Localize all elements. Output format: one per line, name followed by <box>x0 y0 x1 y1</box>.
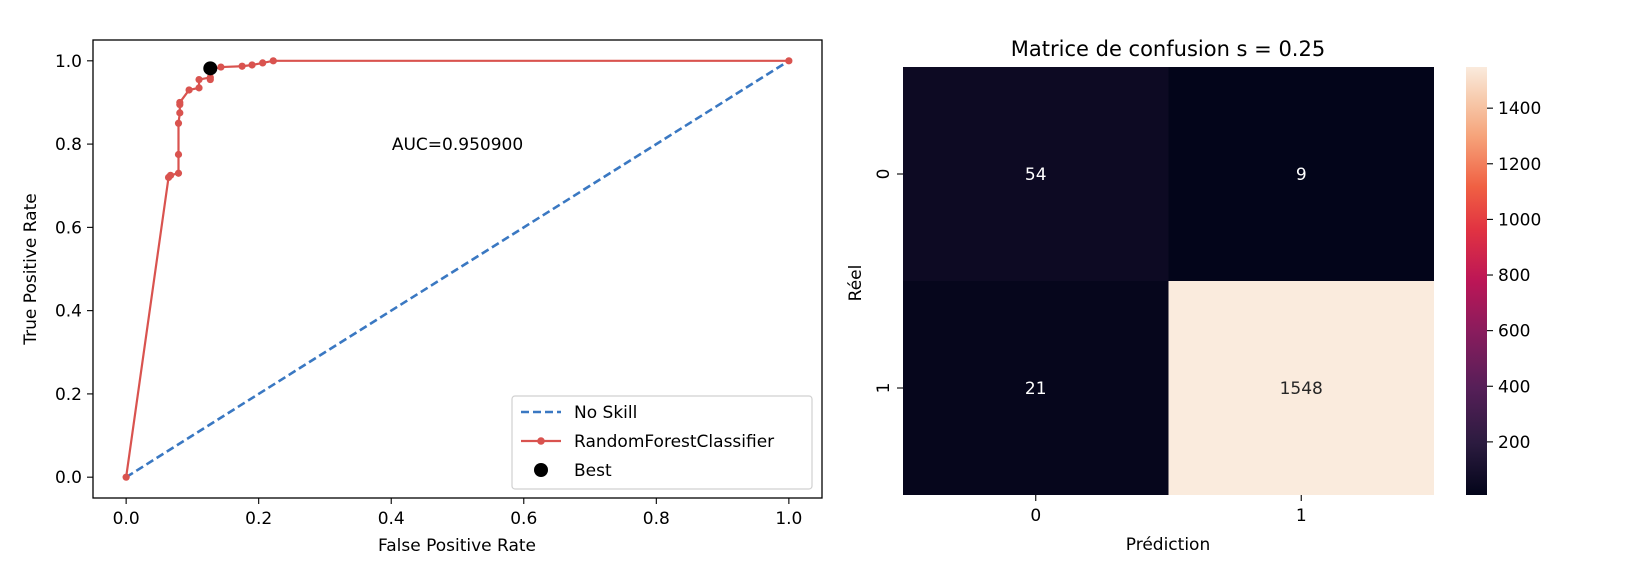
legend-rf-swatch-marker <box>537 437 545 445</box>
roc-rf-point <box>195 75 203 84</box>
roc-rf-point <box>176 109 184 117</box>
cm-cell-value: 54 <box>1025 165 1047 185</box>
roc-x-tick-label: 1.0 <box>775 509 802 529</box>
roc-y-tick-label: 0.8 <box>55 135 82 155</box>
roc-best-point <box>203 61 218 76</box>
roc-rf-point <box>269 57 277 65</box>
cm-cell-value: 21 <box>1025 379 1047 399</box>
confusion-matrix-chart: Matrice de confusion s = 0.25 54 921 1548 … <box>846 37 1541 555</box>
roc-rf-point <box>122 473 130 481</box>
cm-cell <box>903 281 1169 495</box>
cm-cell <box>1168 281 1434 495</box>
roc-x-tick-label: 0.6 <box>510 509 537 529</box>
roc-y-tick-label: 0.2 <box>55 385 82 405</box>
cm-title: Matrice de confusion s = 0.25 <box>1011 37 1325 61</box>
roc-legend: No Skill RandomForestClassifier Best <box>511 395 813 490</box>
roc-y-tick-label: 0.4 <box>55 302 82 322</box>
cm-cell <box>903 67 1169 281</box>
roc-rf-point <box>785 57 793 65</box>
cm-colorbar-tick-label: 800 <box>1498 266 1530 286</box>
roc-x-axis-label: False Positive Rate <box>378 536 536 556</box>
roc-rf-point <box>217 63 225 71</box>
legend-best-swatch <box>534 463 548 477</box>
roc-rf-point <box>248 61 256 69</box>
roc-rf-point <box>195 84 203 92</box>
roc-y-tick-label: 1.0 <box>55 52 82 72</box>
cm-cell-value: 9 <box>1296 165 1307 185</box>
roc-rf-point <box>174 150 183 159</box>
legend-rf-label: RandomForestClassifier <box>574 432 774 452</box>
cm-x-tick-label: 1 <box>1296 506 1307 526</box>
roc-auc-annotation: AUC=0.950900 <box>392 135 523 155</box>
cm-colorbar-tick-label: 1000 <box>1498 210 1541 230</box>
roc-x-tick-label: 0.8 <box>643 509 670 529</box>
roc-x-tick-label: 0.2 <box>245 509 272 529</box>
roc-legend-box <box>511 395 813 490</box>
roc-x-tick-label: 0.0 <box>113 509 140 529</box>
roc-series-no-skill-line <box>125 59 790 479</box>
cm-colorbar-tick-label: 1400 <box>1498 99 1541 119</box>
cm-colorbar-tick-label: 1200 <box>1498 155 1541 175</box>
cm-cell <box>1168 67 1434 281</box>
roc-rf-point <box>174 169 183 177</box>
roc-rf-point <box>185 86 193 94</box>
roc-rf-point <box>238 62 246 70</box>
cm-x-tick-label: 0 <box>1030 506 1041 526</box>
legend-no-skill-label: No Skill <box>574 403 637 423</box>
roc-rf-point <box>174 119 183 127</box>
cm-cell-value: 1548 <box>1280 379 1323 399</box>
cm-colorbar-ticks: 200 400 600 800 1000 1200 1400 <box>1487 99 1541 453</box>
cm-colorbar-tick-label: 600 <box>1498 322 1530 342</box>
cm-x-axis-label: Prédiction <box>1126 535 1210 555</box>
roc-y-tick-label: 0.0 <box>55 468 82 488</box>
roc-y-tick-label: 0.6 <box>55 218 82 238</box>
roc-ticks: 0.0 0.2 0.4 0.6 0.8 1.0 0.0 0.2 0.4 0.6 0.8 1.0 <box>55 52 802 529</box>
cm-colorbar <box>1466 67 1487 495</box>
cm-y-tick-label: 0 <box>874 169 894 180</box>
cm-cells: 54 9 21 1548 <box>903 67 1434 495</box>
roc-rf-point <box>259 59 267 67</box>
roc-plot-frame <box>92 39 823 499</box>
legend-best-label: Best <box>574 461 612 481</box>
roc-rf-point <box>206 75 214 84</box>
roc-x-tick-label: 0.4 <box>378 509 405 529</box>
roc-series-layer <box>122 57 793 481</box>
roc-chart: 0.0 0.2 0.4 0.6 0.8 1.0 0.0 0.2 0.4 0.6 0.8 1.0 AUC… <box>21 39 823 556</box>
cm-colorbar-tick-label: 400 <box>1498 377 1530 397</box>
roc-rf-point <box>166 171 175 179</box>
cm-y-axis-label: Réel <box>846 265 866 302</box>
cm-colorbar-tick-label: 200 <box>1498 433 1530 453</box>
cm-y-tick-label: 1 <box>874 383 894 394</box>
roc-y-axis-label: True Positive Rate <box>21 193 41 345</box>
cm-ticks: 0 1 0 1 <box>874 169 1307 526</box>
roc-rf-point <box>176 98 184 107</box>
